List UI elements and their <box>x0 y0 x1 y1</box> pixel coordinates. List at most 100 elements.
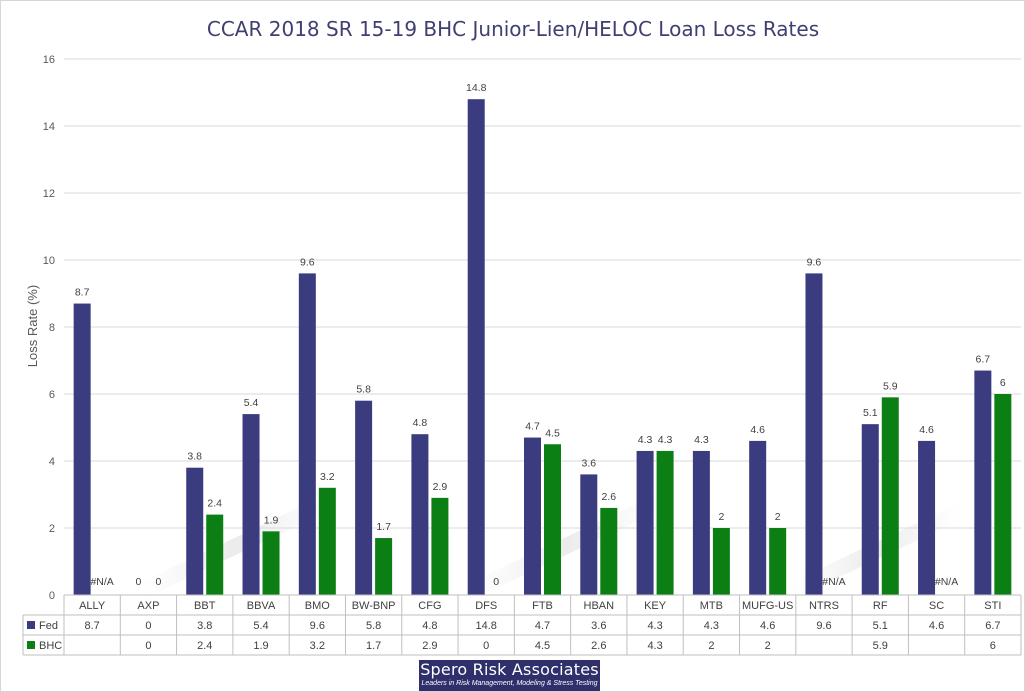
table-cell: 4.8 <box>422 620 437 632</box>
table-cell: 3.6 <box>591 620 606 632</box>
bar-bhc <box>881 397 899 595</box>
bar-fed <box>186 467 204 595</box>
y-tick-label: 16 <box>43 54 55 66</box>
data-label: 9.6 <box>807 256 822 268</box>
data-label: 0 <box>136 576 142 588</box>
table-cell: 2.4 <box>197 640 212 652</box>
table-cell: 1.7 <box>366 640 381 652</box>
y-tick-label: 12 <box>43 188 55 200</box>
category-label: NTRS <box>809 600 839 612</box>
category-label: KEY <box>644 600 667 612</box>
bar-fed <box>974 370 992 595</box>
bar-bhc <box>318 487 336 595</box>
bar-fed <box>298 273 316 595</box>
data-label: 1.9 <box>264 514 279 526</box>
data-label: 9.6 <box>300 256 315 268</box>
bar-fed <box>580 474 598 595</box>
table-cell: 2.6 <box>591 640 606 652</box>
y-tick-label: 2 <box>49 523 55 535</box>
data-label: 3.6 <box>581 457 596 469</box>
bar-fed <box>73 303 91 595</box>
data-label: 0 <box>493 576 499 588</box>
bar-fed <box>411 434 429 595</box>
data-label: 1.7 <box>376 521 391 533</box>
data-label: 5.8 <box>356 384 371 396</box>
bar-bhc <box>769 528 787 595</box>
data-label: 3.8 <box>187 451 202 463</box>
data-table: ALLY AXP BBT BBVA BMO BW-BNP CFG DFS FTB HBAN KEY M… <box>22 594 1022 656</box>
category-label: CFG <box>418 600 441 612</box>
category-label: FTB <box>532 600 553 612</box>
category-label: BW-BNP <box>352 600 396 612</box>
bar-fed <box>861 424 879 595</box>
category-label: BMO <box>305 600 331 612</box>
y-tick-label: 10 <box>43 255 55 267</box>
data-label: 5.4 <box>244 397 259 409</box>
legend-key-fed <box>27 621 35 629</box>
bar-bhc <box>994 394 1012 595</box>
bar-fed <box>467 99 485 595</box>
y-axis-ticks: 0 2 4 6 8 10 12 14 16 <box>43 54 55 602</box>
y-tick-label: 8 <box>49 322 55 334</box>
table-cell: 9.6 <box>816 620 831 632</box>
data-label: #N/A <box>935 576 958 588</box>
table-cell: 0 <box>483 640 489 652</box>
bar-fed <box>805 273 823 595</box>
y-tick-label: 6 <box>49 389 55 401</box>
data-label: 6.7 <box>976 354 991 366</box>
data-label: #N/A <box>90 576 113 588</box>
chart-title: CCAR 2018 SR 15-19 BHC Junior-Lien/HELOC… <box>207 17 819 41</box>
category-label: AXP <box>137 600 159 612</box>
data-label: 2.6 <box>601 491 616 503</box>
data-label: 8.7 <box>75 287 90 299</box>
table-cell: 3.8 <box>197 620 212 632</box>
data-label: 6 <box>1000 377 1006 389</box>
category-label: BBVA <box>247 600 276 612</box>
legend-key-bhc <box>27 641 35 649</box>
bar-fed <box>749 440 767 595</box>
table-cell: 0 <box>145 640 151 652</box>
legend-label: BHC <box>39 640 62 652</box>
data-label: 4.7 <box>525 421 540 433</box>
table-cell: 5.8 <box>366 620 381 632</box>
table-cell: 8.7 <box>84 620 99 632</box>
y-tick-label: 4 <box>49 456 55 468</box>
watermark-stripe <box>463 493 669 599</box>
table-cell: 4.7 <box>535 620 550 632</box>
data-label: 4.6 <box>919 424 934 436</box>
legend-label: Fed <box>39 620 58 632</box>
bar-fed <box>355 400 373 595</box>
data-label: 2.9 <box>433 481 448 493</box>
table-cell: 1.9 <box>253 640 268 652</box>
category-label: BBT <box>194 600 216 612</box>
y-tick-label: 0 <box>49 590 55 602</box>
data-label: 2 <box>775 511 781 523</box>
data-label: 4.6 <box>750 424 765 436</box>
table-cell: 4.3 <box>647 640 662 652</box>
company-logo: Spero Risk Associates Leaders in Risk Ma… <box>419 660 600 691</box>
table-cell: 3.2 <box>310 640 325 652</box>
table-cell: 6.7 <box>985 620 1000 632</box>
bar-bhc <box>262 531 280 595</box>
bar-bhc <box>375 538 393 595</box>
category-label: ALLY <box>79 600 106 612</box>
y-tick-label: 14 <box>43 121 55 133</box>
bars <box>73 99 1012 595</box>
bar-bhc <box>600 507 618 595</box>
table-cell: 2 <box>765 640 771 652</box>
data-label: 4.3 <box>638 434 653 446</box>
data-labels: 8.7 #N/A 0 0 3.8 2.4 5.4 1.9 9.6 3.2 5.8 1.7 4.8 2.9 1… <box>75 82 1006 588</box>
table-cell: 2 <box>708 640 714 652</box>
table-cell: 5.1 <box>873 620 888 632</box>
data-label: 3.2 <box>320 471 335 483</box>
category-label: MTB <box>700 600 723 612</box>
bar-bhc <box>544 444 561 595</box>
data-label: #N/A <box>822 576 845 588</box>
bar-fed <box>636 450 654 595</box>
logo-tagline: Leaders in Risk Management, Modeling & S… <box>421 680 598 687</box>
data-label: 4.5 <box>545 427 560 439</box>
y-axis-label: Loss Rate (%) <box>25 285 40 367</box>
table-cell: 4.6 <box>760 620 775 632</box>
category-label: STI <box>984 600 1001 612</box>
